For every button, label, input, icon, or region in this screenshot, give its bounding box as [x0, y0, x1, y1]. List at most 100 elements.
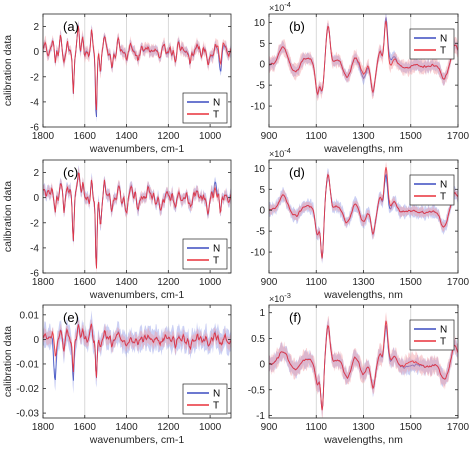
y-scale-multiplier: ×10-4	[269, 146, 291, 159]
x-axis-label: wavelengths, nm	[323, 434, 403, 446]
y-tick-label: -10	[251, 248, 266, 259]
x-tick-label: 900	[261, 131, 278, 142]
y-axis-label: calibration data	[2, 35, 14, 106]
x-tick-label: 1800	[32, 277, 55, 288]
legend: NT	[409, 28, 455, 60]
axes-box	[42, 13, 232, 128]
y-tick-label: 0	[259, 206, 265, 217]
panel-label: (c)	[63, 165, 78, 180]
x-tick-label: 1800	[32, 422, 55, 433]
series-line-T	[269, 20, 458, 96]
y-tick-label: -5	[256, 227, 265, 238]
y-tick-label: 0	[33, 335, 39, 346]
y-tick-label: -2	[30, 72, 39, 83]
series-group	[43, 164, 231, 273]
legend-box	[182, 238, 228, 270]
x-tick-label: 1000	[199, 131, 222, 142]
legend-box	[409, 28, 455, 60]
y-tick-label: 5	[259, 185, 265, 196]
x-tick-label: 1700	[447, 131, 470, 142]
panel-2: 900 1100 1300 1500 1700 -10 -5 0 5 10 wavelengths,…	[251, 0, 470, 155]
x-tick-label: 1300	[352, 422, 375, 433]
series-group	[43, 20, 231, 123]
y-tick-label: -5	[256, 81, 265, 92]
legend-entry-N: N	[440, 34, 447, 45]
y-tick-label: 0	[33, 193, 39, 204]
y-tick-label: 5	[259, 39, 265, 50]
x-tick-label: 900	[261, 422, 278, 433]
legend-box	[409, 174, 455, 206]
x-tick-label: 1000	[199, 422, 222, 433]
panel-label: (d)	[289, 165, 305, 180]
x-tick-label: 1200	[157, 131, 180, 142]
x-axis-label: wavenumbers, cm-1	[89, 289, 185, 301]
legend-entry-N: N	[213, 389, 220, 400]
x-tick-label: 900	[261, 277, 278, 288]
series-line-T	[43, 323, 231, 378]
y-tick-label: -0.03	[16, 409, 39, 420]
y-tick-label: -2	[30, 218, 39, 229]
y-tick-label: 10	[254, 18, 266, 29]
panel-4: 900 1100 1300 1500 1700 -10 -5 0 5 10 wavelengths,…	[251, 146, 470, 301]
y-tick-label: 10	[254, 164, 266, 175]
legend-entry-N: N	[440, 325, 447, 336]
y-tick-label: -6	[30, 123, 39, 134]
x-tick-label: 1600	[74, 131, 97, 142]
y-tick-label: 0.01	[20, 310, 40, 321]
x-tick-label: 1100	[305, 131, 327, 142]
x-tick-label: 1600	[74, 422, 97, 433]
x-tick-label: 1200	[157, 277, 180, 288]
x-tick-label: 1000	[199, 277, 222, 288]
y-tick-label: -4	[30, 243, 39, 254]
x-tick-label: 1300	[352, 131, 375, 142]
y-tick-label: -1	[256, 411, 265, 422]
x-tick-label: 1500	[400, 422, 423, 433]
x-axis-label: wavelengths, nm	[323, 289, 403, 301]
legend-box	[182, 92, 228, 124]
y-axis-label: calibration data	[2, 326, 14, 397]
x-axis-label: wavelengths, nm	[323, 143, 403, 155]
legend-entry-T: T	[213, 110, 219, 121]
y-scale-multiplier: ×10-3	[269, 291, 291, 304]
band-T	[269, 161, 458, 262]
x-tick-label: 1500	[400, 131, 423, 142]
legend: NT	[182, 238, 228, 270]
panel-label: (f)	[289, 310, 301, 325]
panel-label: (b)	[289, 19, 305, 34]
x-tick-label: 1400	[115, 131, 138, 142]
y-tick-label: 0	[259, 60, 265, 71]
x-tick-label: 1800	[32, 131, 55, 142]
legend-entry-N: N	[213, 244, 220, 255]
legend: NT	[182, 92, 228, 124]
x-tick-label: 1400	[115, 277, 138, 288]
x-tick-label: 1500	[400, 277, 423, 288]
x-tick-label: 1100	[305, 422, 327, 433]
legend-box	[409, 319, 455, 351]
series-line-T	[43, 172, 231, 269]
band-N	[269, 317, 458, 418]
legend: NT	[409, 174, 455, 206]
x-axis-label: wavenumbers, cm-1	[89, 143, 185, 155]
legend: NT	[182, 383, 228, 415]
band-T	[43, 319, 231, 382]
legend-entry-T: T	[440, 192, 446, 203]
x-tick-label: 1700	[447, 277, 470, 288]
panel-label: (a)	[63, 19, 79, 34]
y-scale-multiplier: ×10-4	[269, 0, 291, 13]
legend-entry-T: T	[440, 337, 446, 348]
x-tick-label: 1200	[157, 422, 180, 433]
x-tick-label: 1300	[352, 277, 375, 288]
x-tick-label: 1600	[74, 277, 97, 288]
series-line-T	[43, 26, 231, 110]
x-tick-label: 1100	[305, 277, 327, 288]
band-N	[269, 14, 458, 99]
series-group	[269, 161, 458, 264]
y-tick-label: -10	[251, 102, 266, 113]
x-tick-label: 1700	[447, 422, 470, 433]
y-tick-label: -0.01	[16, 359, 39, 370]
legend: NT	[409, 319, 455, 351]
y-tick-label: -0.5	[248, 385, 266, 396]
series-group	[43, 310, 231, 394]
axes-box	[42, 304, 232, 419]
